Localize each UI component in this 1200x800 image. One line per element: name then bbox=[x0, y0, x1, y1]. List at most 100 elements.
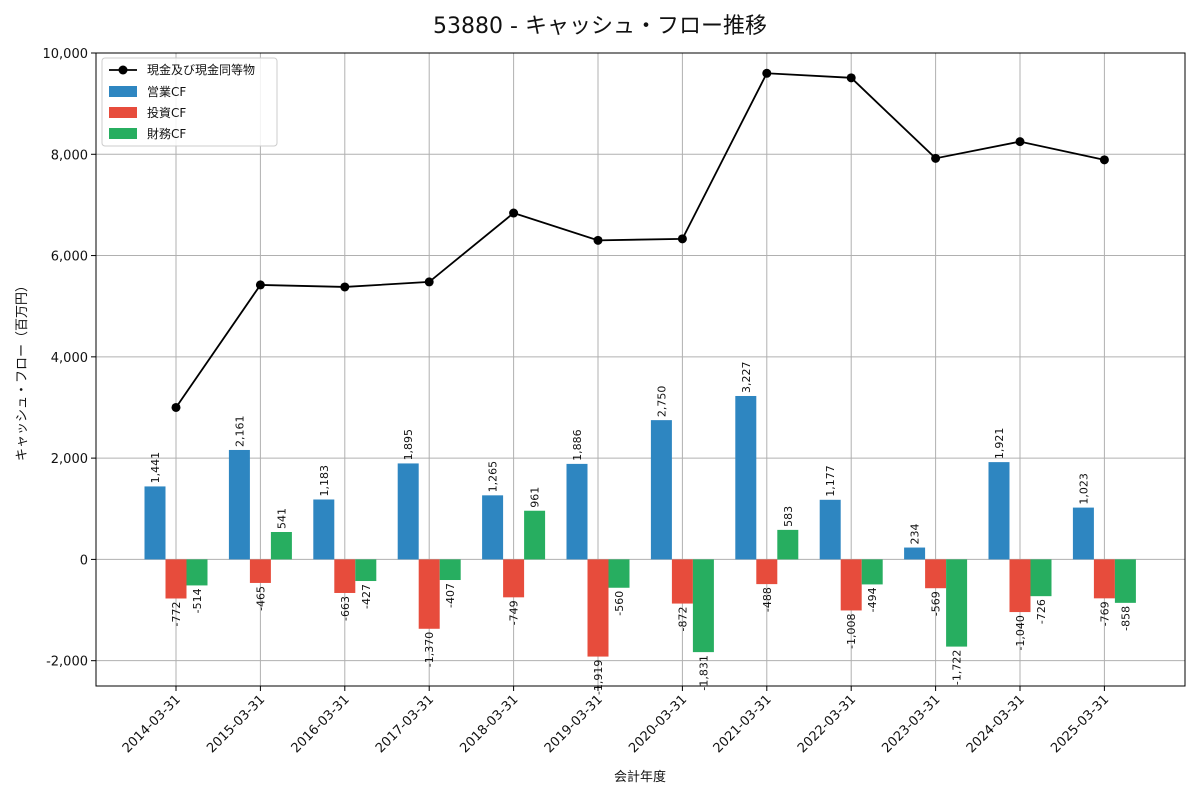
bar bbox=[671, 559, 693, 604]
bar-label: -1,008 bbox=[845, 613, 858, 648]
legend-swatch bbox=[109, 128, 137, 139]
bar bbox=[313, 499, 335, 560]
cash-point bbox=[424, 277, 434, 287]
bar-label: 1,441 bbox=[149, 452, 162, 484]
bar-label: -663 bbox=[339, 596, 352, 621]
x-axis-ticks: 2014-03-31 2015-03-31 2016-03-31 2017-03-31… bbox=[120, 686, 1112, 756]
y-tick-label: -2,000 bbox=[46, 655, 88, 670]
cash-point bbox=[171, 402, 181, 412]
bar bbox=[1093, 559, 1115, 599]
bars-layer: 1,441 2,161 1,183 1,895 1,265 1,886 2,750 3,227… bbox=[144, 361, 1136, 695]
bar bbox=[524, 510, 546, 560]
bar bbox=[355, 559, 377, 582]
cash-point bbox=[762, 68, 772, 78]
legend-marker bbox=[118, 65, 128, 75]
bar bbox=[503, 559, 525, 598]
y-tick-label: 0 bbox=[80, 553, 88, 568]
y-axis-ticks: -2,000 0 2,000 4,000 6,000 8,000 10,000 bbox=[43, 47, 96, 670]
cash-point bbox=[677, 234, 687, 244]
bar-label: -872 bbox=[676, 607, 689, 632]
bar-label: 583 bbox=[782, 506, 795, 527]
bar-label: -1,370 bbox=[423, 632, 436, 667]
bar-label: -465 bbox=[254, 586, 267, 611]
x-axis-label: 会計年度 bbox=[614, 769, 666, 785]
bar-label: -427 bbox=[360, 584, 373, 609]
bar-label: 2,161 bbox=[233, 415, 246, 447]
bar-label: 541 bbox=[275, 508, 288, 529]
bar bbox=[1030, 559, 1052, 597]
cash-point bbox=[1099, 155, 1109, 165]
bar-label: 1,177 bbox=[824, 465, 837, 497]
bar bbox=[186, 559, 208, 586]
x-tick-label: 2014-03-31 bbox=[120, 692, 184, 756]
bar bbox=[482, 495, 504, 560]
bar-label: 3,227 bbox=[740, 361, 753, 393]
bar bbox=[988, 462, 1010, 560]
bar bbox=[861, 559, 883, 585]
bar-label: 1,886 bbox=[571, 429, 584, 461]
bar-label: 234 bbox=[909, 524, 922, 545]
bar bbox=[904, 547, 926, 560]
bar-label: -560 bbox=[613, 591, 626, 616]
bar-label: -726 bbox=[1035, 599, 1048, 624]
bar-label: 1,921 bbox=[993, 428, 1006, 460]
cash-point bbox=[593, 235, 603, 245]
x-tick-label: 2022-03-31 bbox=[795, 692, 859, 756]
bar-label: -858 bbox=[1119, 606, 1132, 631]
legend-label: 営業CF bbox=[147, 85, 186, 99]
bar-label: -407 bbox=[444, 583, 457, 608]
bar-label: -769 bbox=[1098, 601, 1111, 626]
y-tick-label: 8,000 bbox=[51, 148, 88, 163]
bar-label: 1,023 bbox=[1077, 473, 1090, 505]
bar-label: -569 bbox=[930, 591, 943, 616]
bar-label: -1,722 bbox=[951, 650, 964, 685]
x-tick-label: 2020-03-31 bbox=[626, 692, 690, 756]
bar bbox=[840, 559, 862, 611]
bar-label: -494 bbox=[866, 587, 879, 612]
plot-frame bbox=[95, 52, 1186, 687]
cash-line-layer bbox=[171, 68, 1109, 412]
bar bbox=[566, 463, 588, 560]
y-tick-label: 2,000 bbox=[51, 452, 88, 467]
bar bbox=[735, 395, 757, 560]
x-tick-label: 2016-03-31 bbox=[289, 692, 353, 756]
bar-label: -772 bbox=[170, 601, 183, 626]
cash-point bbox=[931, 153, 941, 163]
bar bbox=[925, 559, 947, 589]
cash-line bbox=[175, 72, 1105, 408]
bar-label: -1,040 bbox=[1014, 615, 1027, 650]
bar bbox=[946, 559, 968, 647]
legend-swatch bbox=[109, 86, 137, 97]
cash-point bbox=[509, 208, 519, 218]
legend-label: 財務CF bbox=[147, 126, 186, 141]
y-axis-label: キャッシュ・フロー（百万円） bbox=[15, 279, 30, 461]
bar bbox=[228, 449, 250, 560]
x-tick-label: 2023-03-31 bbox=[879, 692, 943, 756]
bar bbox=[249, 559, 271, 583]
bar-label: -488 bbox=[761, 587, 774, 612]
cash-point bbox=[255, 280, 265, 290]
legend-label: 現金及び現金同等物 bbox=[147, 62, 255, 77]
chart-title: 53880 - キャッシュ・フロー推移 bbox=[433, 14, 767, 39]
bar bbox=[418, 559, 440, 629]
bar bbox=[1009, 559, 1031, 613]
bar-label: -1,831 bbox=[697, 655, 710, 690]
legend-box bbox=[101, 57, 278, 147]
bar-label: 1,265 bbox=[487, 461, 500, 493]
bar bbox=[439, 559, 461, 581]
bar bbox=[1114, 559, 1136, 603]
x-tick-label: 2018-03-31 bbox=[457, 692, 521, 756]
bar-label: 2,750 bbox=[655, 386, 668, 418]
bar bbox=[650, 420, 672, 560]
bar bbox=[334, 559, 356, 593]
bar-label: 1,895 bbox=[402, 429, 415, 461]
x-tick-label: 2021-03-31 bbox=[711, 692, 775, 756]
x-tick-label: 2015-03-31 bbox=[204, 692, 268, 756]
x-tick-label: 2025-03-31 bbox=[1048, 692, 1112, 756]
bar bbox=[144, 486, 166, 560]
bar-label: -749 bbox=[508, 600, 521, 625]
bar-label: 961 bbox=[529, 487, 542, 508]
bar bbox=[777, 529, 799, 560]
